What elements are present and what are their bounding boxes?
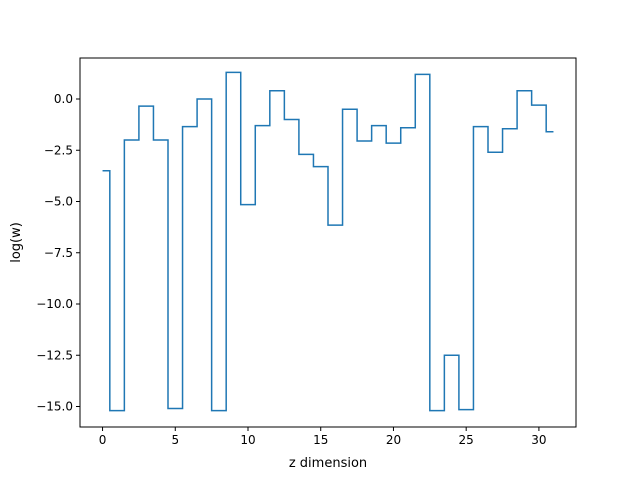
y-axis-label: log(w) [9, 222, 24, 263]
y-tick-label: −12.5 [36, 348, 73, 362]
y-tick-label: −15.0 [36, 400, 73, 414]
y-tick-label: −2.5 [44, 143, 73, 157]
x-tick-label: 0 [99, 433, 107, 447]
x-tick-label: 20 [386, 433, 401, 447]
x-tick-label: 5 [171, 433, 179, 447]
plot-frame [79, 57, 577, 428]
y-tick-label: −10.0 [36, 297, 73, 311]
y-axis-ticks: 0.0 −2.5 −5.0 −7.5 −10.0 −12.5 −15.0 [36, 92, 80, 414]
y-tick-label: −7.5 [44, 246, 73, 260]
y-tick-label: −5.0 [44, 195, 73, 209]
x-tick-label: 15 [313, 433, 328, 447]
x-tick-label: 30 [531, 433, 546, 447]
x-tick-label: 25 [459, 433, 474, 447]
x-axis-label: z dimension [289, 456, 367, 471]
x-tick-label: 10 [240, 433, 255, 447]
x-axis-ticks: 0 5 10 15 20 25 30 [99, 427, 547, 447]
plot-area [80, 58, 576, 427]
y-tick-label: 0.0 [54, 92, 73, 106]
series-step-line [102, 71, 554, 412]
